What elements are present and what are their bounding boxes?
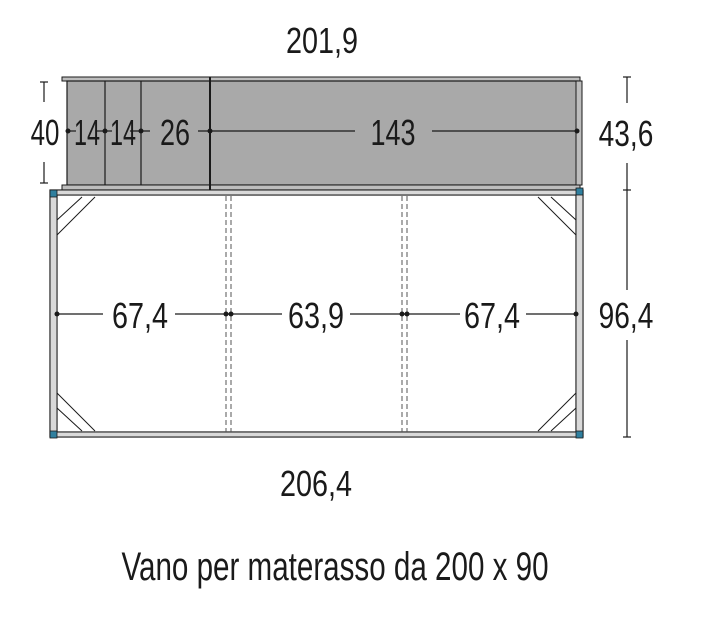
bed-section-label: 63,9 — [288, 295, 344, 336]
corner-block — [49, 430, 58, 439]
bed-section-label: 67,4 — [112, 295, 168, 336]
corner-braces — [56, 196, 577, 432]
corner-block — [575, 187, 584, 196]
caption: Vano per materasso da 200 x 90 — [121, 545, 548, 589]
drawer-unit — [61, 76, 583, 191]
corner-block — [49, 189, 58, 198]
top-width-label: 201,9 — [286, 20, 358, 61]
corner-block — [575, 430, 584, 439]
drawer-section-label: 14 — [74, 114, 100, 153]
drawer-section-label: 14 — [110, 114, 136, 153]
slat-dividers — [225, 196, 408, 432]
drawer-depth-label: 43,6 — [599, 114, 654, 154]
bed-section-label: 67,4 — [464, 295, 520, 336]
drawer-section-label: 143 — [370, 112, 415, 153]
drawer-height-label: 40 — [31, 113, 60, 153]
bed-depth-label: 96,4 — [599, 296, 654, 336]
drawer-section-label: 26 — [160, 112, 190, 153]
bottom-width-label: 206,4 — [280, 463, 352, 504]
depth-dimension-line — [623, 76, 631, 438]
height-tick-marks — [40, 81, 48, 184]
